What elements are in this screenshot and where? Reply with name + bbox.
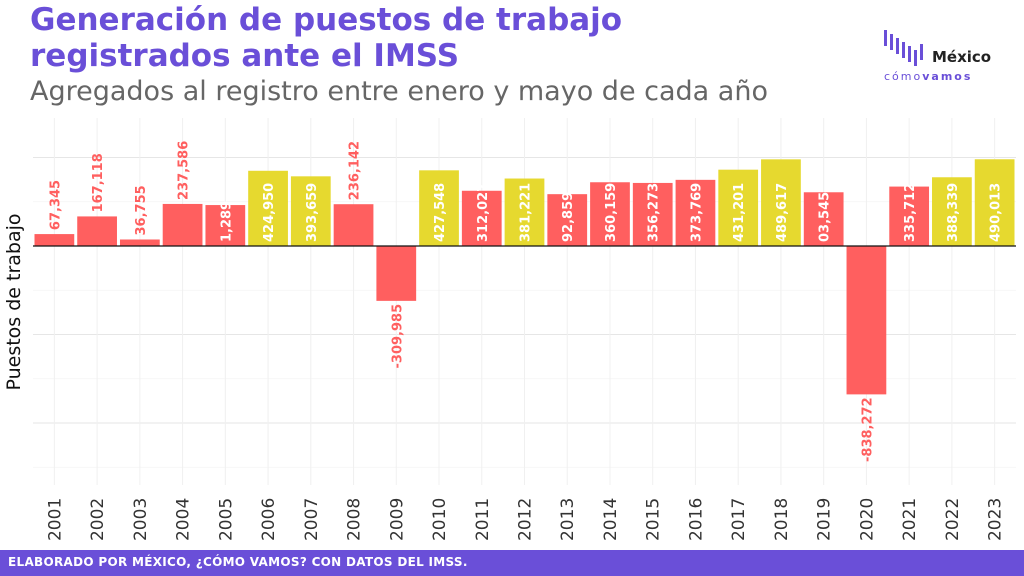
x-tick-2021: 2021 xyxy=(900,498,920,541)
x-tick-2022: 2022 xyxy=(943,498,963,541)
bar-2019 xyxy=(803,192,844,246)
value-label-2006: 424,950 xyxy=(262,183,277,242)
bar-2001 xyxy=(34,234,75,246)
footer-credit: ELABORADO POR MÉXICO, ¿CÓMO VAMOS? CON D… xyxy=(8,555,468,569)
logo-sub-bold: vamos xyxy=(922,70,973,83)
x-tick-2009: 2009 xyxy=(387,498,407,541)
bar-chart: 67,345 2001 167,118 2002 36,755 2003 237,586 20… xyxy=(33,118,1016,541)
x-tick-2012: 2012 xyxy=(516,498,536,541)
bar-2014 xyxy=(590,182,630,246)
x-tick-2002: 2002 xyxy=(88,498,108,541)
value-label-2009: -309,985 xyxy=(390,304,405,369)
value-label-2012: 381,221 xyxy=(519,183,534,242)
bar-2012 xyxy=(504,178,545,246)
value-label-2023: 490,013 xyxy=(989,183,1004,242)
value-label-2013: 92,859 xyxy=(561,192,576,242)
footer-bar: ELABORADO POR MÉXICO, ¿CÓMO VAMOS? CON D… xyxy=(0,550,1024,576)
x-tick-2007: 2007 xyxy=(302,498,322,541)
x-tick-2016: 2016 xyxy=(686,498,706,541)
bar-2003 xyxy=(119,239,160,246)
bar-2005 xyxy=(205,205,246,246)
mexico-como-vamos-logo: México cómovamos xyxy=(882,28,1004,84)
logo-bars-icon xyxy=(884,30,923,66)
value-label-2003: 36,755 xyxy=(134,185,149,235)
value-label-2019: 03,545 xyxy=(818,192,833,242)
value-label-2005: 1,289 xyxy=(219,201,234,242)
chart-subtitle: Agregados al registro entre enero y mayo… xyxy=(30,76,768,107)
title-line-2: registrados ante el IMSS xyxy=(30,38,460,74)
bar-2022 xyxy=(932,177,972,246)
bar-2006 xyxy=(248,170,288,246)
x-tick-2017: 2017 xyxy=(729,498,749,541)
value-label-2010: 427,548 xyxy=(433,183,448,242)
bar-2010 xyxy=(419,170,459,246)
x-tick-2015: 2015 xyxy=(644,498,664,541)
value-label-2007: 393,659 xyxy=(305,183,320,242)
value-label-2015: 356,273 xyxy=(647,183,662,242)
bar-2021 xyxy=(889,186,930,246)
title-line-1: Generación de puestos de trabajo xyxy=(30,2,623,38)
value-label-2004: 237,586 xyxy=(177,141,192,200)
logo-sub: cómovamos xyxy=(884,70,972,83)
x-tick-2010: 2010 xyxy=(430,498,450,541)
x-tick-2008: 2008 xyxy=(345,498,365,541)
bar-2002 xyxy=(77,216,117,246)
value-label-2021: 335,712 xyxy=(903,183,918,242)
bar-2007 xyxy=(290,176,331,246)
bar-2013 xyxy=(547,194,588,246)
value-label-2017: 431,201 xyxy=(732,183,747,242)
bar-2004 xyxy=(162,203,203,246)
bar-2009 xyxy=(376,246,417,301)
x-tick-2006: 2006 xyxy=(259,498,279,541)
x-tick-2018: 2018 xyxy=(772,498,792,541)
value-label-2011: 312,027 xyxy=(476,183,491,242)
value-label-2016: 373,769 xyxy=(689,183,704,242)
x-tick-2020: 2020 xyxy=(857,498,877,541)
bar-2023 xyxy=(974,159,1015,246)
logo-sub-plain: cómo xyxy=(884,70,923,83)
bar-2008 xyxy=(333,204,374,246)
x-tick-2023: 2023 xyxy=(986,498,1006,541)
bar-2011 xyxy=(461,190,502,246)
bar-2020 xyxy=(846,246,887,395)
x-tick-2019: 2019 xyxy=(815,498,835,541)
bar-2016 xyxy=(675,179,716,246)
x-tick-2001: 2001 xyxy=(45,498,65,541)
x-tick-2005: 2005 xyxy=(216,498,236,541)
bar-2017 xyxy=(718,169,759,246)
logo-name: México xyxy=(932,48,992,66)
value-label-2018: 489,617 xyxy=(775,183,790,242)
x-tick-2003: 2003 xyxy=(131,498,151,541)
value-label-2001: 67,345 xyxy=(48,180,63,230)
value-label-2022: 388,339 xyxy=(946,183,961,242)
x-tick-2014: 2014 xyxy=(601,498,621,541)
bar-2018 xyxy=(761,159,801,246)
x-tick-2011: 2011 xyxy=(473,498,493,541)
value-label-2008: 236,142 xyxy=(348,141,363,200)
value-label-2002: 167,118 xyxy=(91,153,106,212)
bar-2015 xyxy=(632,182,673,246)
x-tick-2004: 2004 xyxy=(174,498,194,541)
x-tick-2013: 2013 xyxy=(558,498,578,541)
value-label-2020: -838,272 xyxy=(860,397,875,462)
chart-title: Generación de puestos de trabajo registr… xyxy=(30,2,730,74)
value-label-2014: 360,159 xyxy=(604,183,619,242)
